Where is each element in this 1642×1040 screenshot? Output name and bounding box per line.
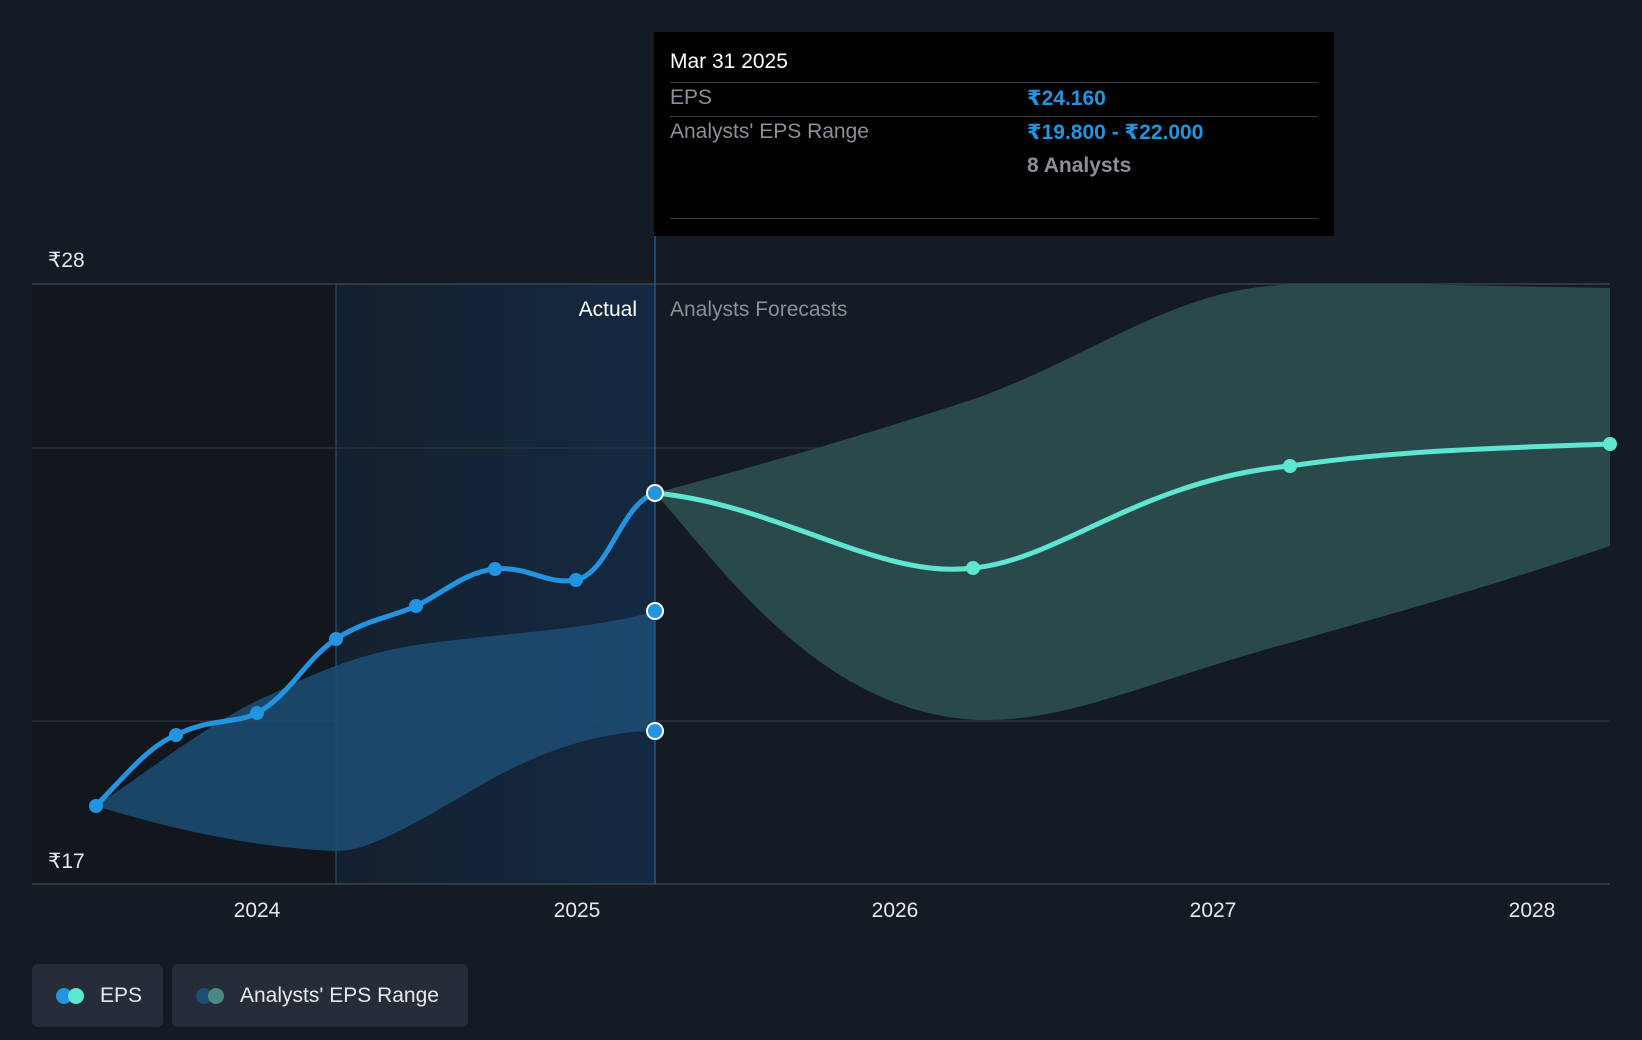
forecast-point[interactable] [1283,459,1297,473]
tooltip-divider [670,116,1318,117]
x-tick-label: 2026 [872,899,919,922]
eps-point[interactable] [488,562,502,576]
eps-point[interactable] [409,599,423,613]
legend-eps-swatch [56,987,88,1004]
eps-point[interactable] [89,799,103,813]
forecast-range-band [655,283,1610,721]
eps-point[interactable] [329,632,343,646]
eps-selected-point[interactable] [646,484,664,502]
eps-point[interactable] [569,573,583,587]
tooltip-divider [670,82,1318,83]
tooltip-date: Mar 31 2025 [670,50,788,73]
tooltip-eps-value: ₹24.160 [1027,87,1106,110]
x-tick-label: 2025 [554,899,601,922]
tooltip-divider [670,218,1318,219]
y-label-top: ₹28 [48,249,85,272]
tooltip-range-sep: - [1111,121,1119,144]
legend-range-swatch [196,987,228,1004]
y-label-bottom: ₹17 [48,850,85,873]
legend-item-range[interactable]: Analysts' EPS Range [172,964,468,1027]
tooltip-analysts: 8 Analysts [1027,154,1132,177]
x-tick-label: 2024 [234,899,281,922]
legend-dot [68,987,84,1004]
tooltip-range-high: ₹22.000 [1124,121,1204,144]
eps-forecast-line [652,441,1613,572]
region-label-forecast: Analysts Forecasts [670,298,847,321]
legend-label: EPS [100,983,143,1007]
legend-dot [208,987,224,1004]
tooltip-range-label: Analysts' EPS Range [670,120,869,143]
x-tick-label: 2028 [1509,899,1556,922]
x-tick-label: 2027 [1190,899,1237,922]
range-low-point[interactable] [646,722,664,740]
tooltip-eps-label: EPS [670,86,713,109]
forecast-point[interactable] [1603,437,1617,451]
legend-item-eps[interactable]: EPS [32,964,163,1027]
tooltip: Mar 31 2025 EPS ₹24.160 Analysts' EPS Ra… [654,32,1334,236]
eps-point[interactable] [169,728,183,742]
tooltip-range-low: ₹19.800 [1027,121,1106,144]
legend-label: Analysts' EPS Range [240,983,439,1007]
actual-range-band [96,611,655,852]
tooltip-range-value: ₹19.800 - ₹22.000 [1027,120,1203,145]
region-label-actual: Actual [579,298,637,321]
eps-point[interactable] [250,706,264,720]
forecast-point[interactable] [966,561,980,575]
range-high-point[interactable] [646,602,664,620]
